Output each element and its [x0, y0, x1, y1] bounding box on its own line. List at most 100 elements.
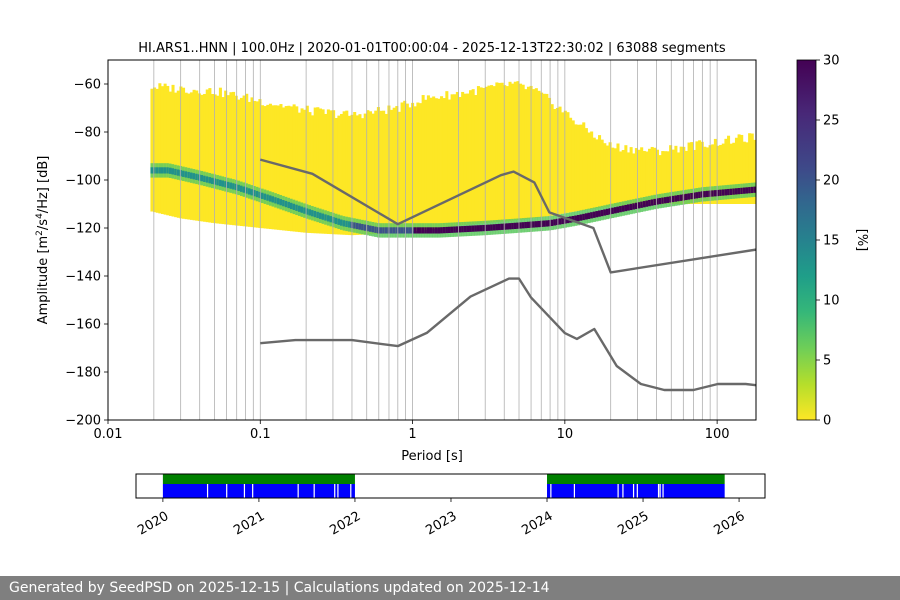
colorbar: [796, 59, 817, 421]
heat-cell: [345, 110, 349, 235]
heat-cell: [347, 115, 351, 236]
heat-cell: [642, 150, 646, 205]
heat-cell: [463, 225, 467, 233]
heat-cell: [274, 197, 278, 204]
heat-cell: [687, 193, 691, 200]
heat-cell: [705, 147, 710, 204]
heat-cell: [458, 96, 462, 226]
heat-cell: [174, 168, 178, 176]
heat-cell: [592, 137, 596, 209]
heat-cell: [390, 109, 394, 234]
heat-cell: [340, 219, 344, 226]
heat-cell: [634, 148, 638, 206]
heat-cell: [276, 105, 280, 230]
heat-cell: [245, 187, 249, 194]
heat-cell: [345, 220, 349, 228]
chart-title: HI.ARS1..HNN | 100.0Hz | 2020-01-01T00:0…: [138, 41, 726, 56]
heat-cell: [587, 132, 591, 210]
heat-cell: [666, 196, 670, 203]
heat-cell: [150, 167, 154, 174]
heat-cell: [366, 225, 370, 232]
heat-cell: [329, 216, 333, 223]
heat-cell: [200, 175, 204, 182]
heat-cell: [598, 210, 602, 217]
heat-cell: [548, 220, 552, 227]
heat-cell: [266, 194, 270, 201]
heat-cell: [276, 198, 280, 205]
heat-cell: [569, 117, 573, 213]
y-tick-label: −200: [65, 414, 101, 429]
heat-cell: [663, 151, 667, 204]
heat-cell: [519, 83, 523, 220]
heat-cell: [658, 197, 662, 205]
heat-cell: [226, 181, 230, 189]
heat-cell: [648, 199, 652, 207]
heat-cell: [526, 221, 530, 229]
heat-cell: [426, 95, 430, 230]
y-axis-label: Amplitude [m2/s4/Hz] [dB]: [35, 156, 51, 325]
heat-cell: [395, 227, 399, 234]
heat-cell: [469, 90, 473, 225]
x-axis-label: Period [s]: [401, 449, 463, 464]
heat-cell: [413, 106, 417, 232]
heat-cell: [550, 219, 554, 226]
heat-cell: [426, 227, 430, 234]
heat-cell: [334, 217, 338, 225]
heat-cell: [379, 227, 383, 234]
heat-cell: [584, 128, 588, 210]
heat-cell: [521, 222, 525, 229]
heat-cell: [558, 106, 562, 215]
heat-cell: [355, 115, 359, 235]
heat-cell: [629, 147, 633, 206]
heat-cell: [442, 98, 446, 228]
heat-cell: [458, 226, 462, 233]
heat-cell: [342, 111, 346, 235]
heat-cell: [282, 200, 286, 207]
heat-cell: [571, 215, 575, 223]
heat-cell: [171, 168, 175, 175]
heat-cell: [682, 194, 686, 201]
heat-cell: [600, 209, 604, 217]
heat-cell: [505, 223, 509, 230]
heat-cell: [479, 87, 483, 224]
heat-cell: [576, 124, 581, 212]
heat-cell: [634, 202, 638, 209]
heat-cell: [171, 84, 175, 217]
availability-bar-blue: [547, 484, 725, 498]
heat-cell: [297, 112, 301, 233]
heat-cell: [268, 103, 272, 230]
availability-tick-label: 2023: [423, 509, 459, 539]
heat-cell: [382, 227, 386, 234]
heat-cell: [729, 143, 733, 204]
y-tick-label: −140: [65, 270, 101, 285]
heat-cell: [669, 145, 673, 204]
heat-cell: [308, 209, 312, 216]
heat-cell: [534, 221, 538, 228]
heat-cell: [450, 94, 454, 227]
heat-cell: [513, 81, 517, 221]
colorbar-ticks: 0 5 10 15 20 25 30: [816, 54, 840, 429]
heat-cell: [321, 213, 325, 220]
availability-gap: [252, 484, 254, 498]
heat-cell: [655, 149, 659, 204]
availability-tick-label: 2020: [135, 509, 171, 539]
heat-cell: [692, 192, 696, 199]
heat-cell: [239, 97, 243, 227]
heat-cell: [266, 104, 270, 229]
heat-cell: [521, 84, 525, 220]
heat-cell: [253, 190, 257, 197]
heat-cell: [442, 227, 446, 234]
heat-cell: [608, 208, 612, 215]
heat-cell: [727, 188, 731, 196]
heat-cell: [434, 98, 438, 229]
heat-cell: [595, 211, 599, 218]
availability-gap: [657, 484, 660, 498]
heat-cell: [729, 188, 733, 195]
heat-cell: [555, 107, 559, 215]
heat-cell: [671, 195, 675, 203]
heat-cell: [616, 206, 620, 213]
heat-cell: [174, 92, 178, 218]
heat-cell: [303, 207, 307, 214]
heat-cell: [205, 89, 209, 223]
grid-lines: [108, 60, 718, 420]
